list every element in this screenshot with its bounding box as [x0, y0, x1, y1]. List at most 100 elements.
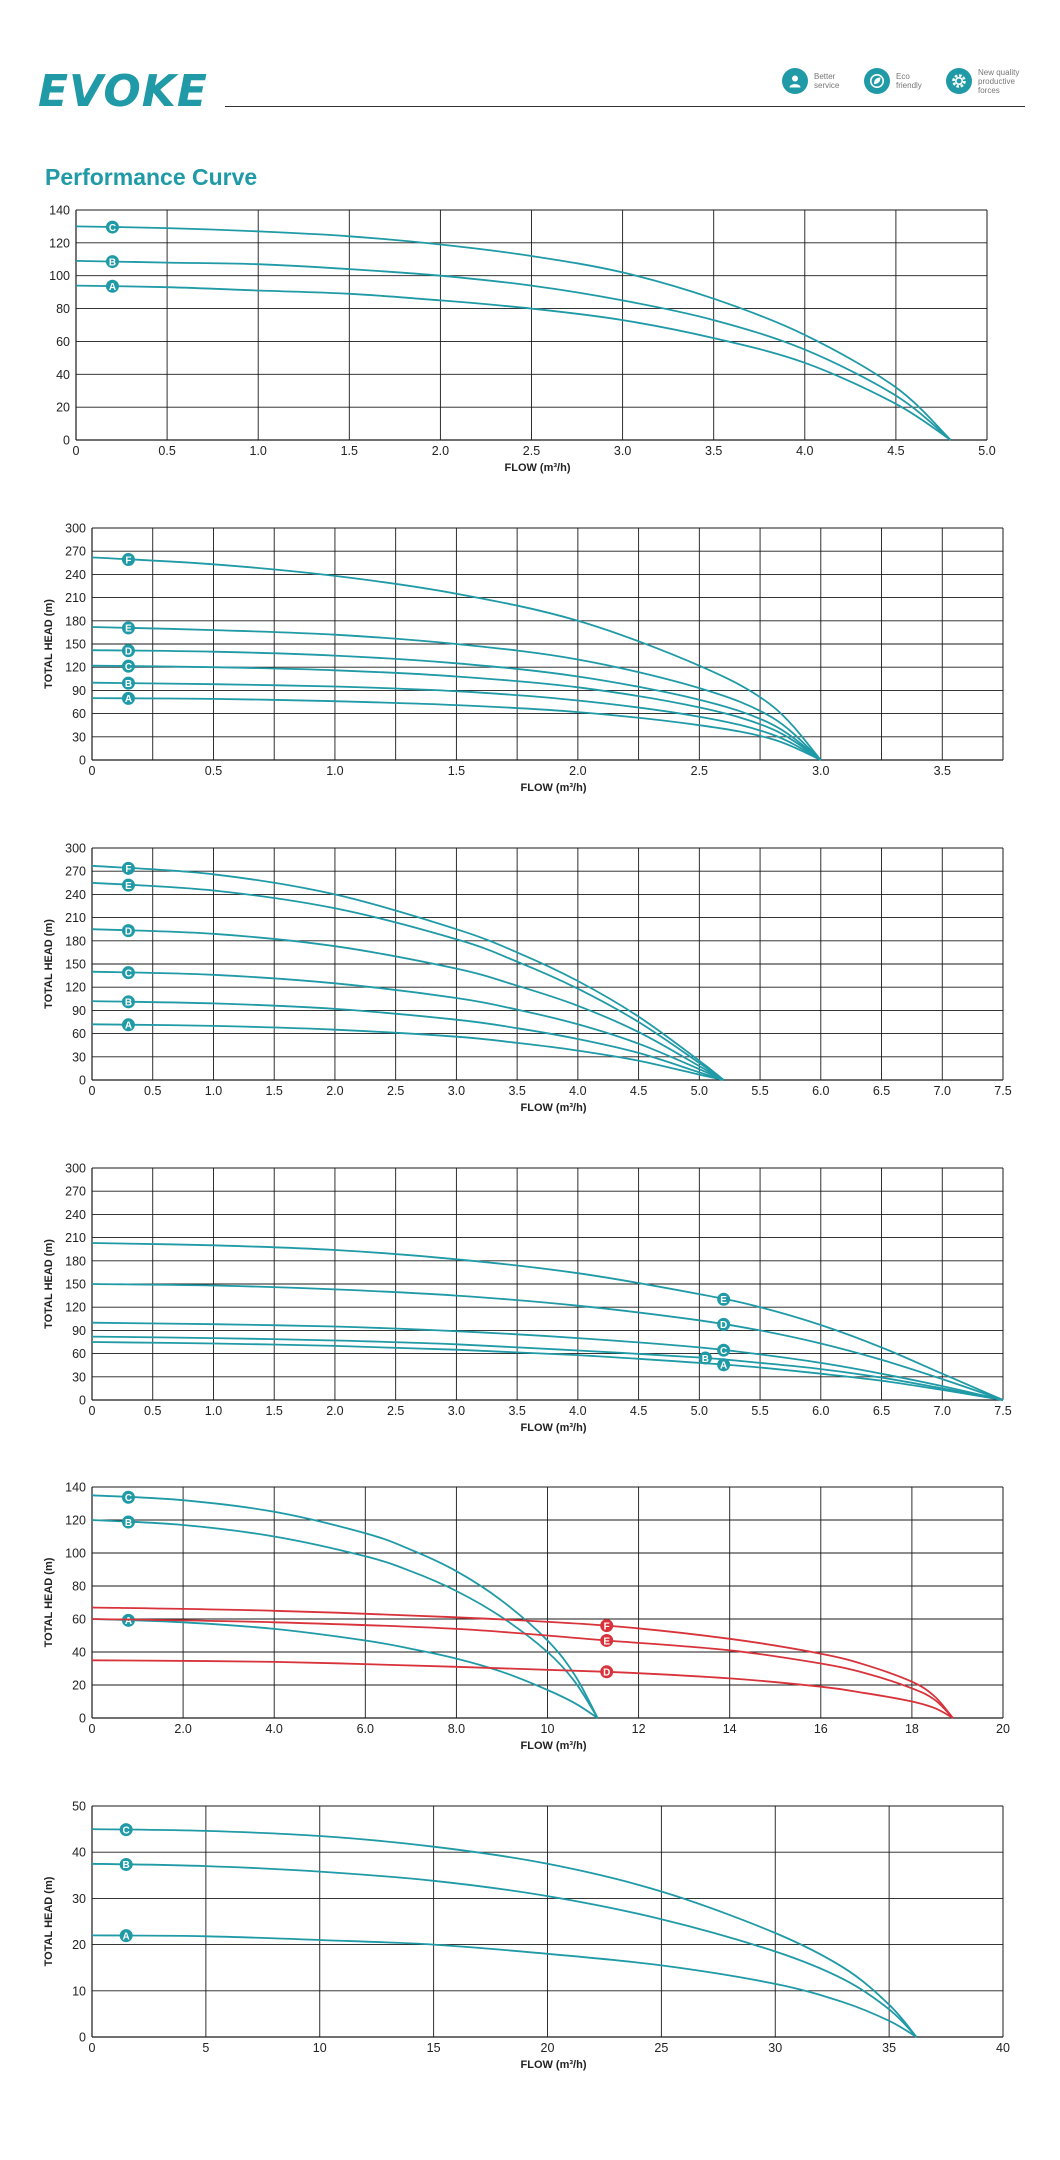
- x-tick-label: 0.5: [158, 444, 175, 458]
- y-tick-label: 60: [72, 1027, 86, 1041]
- series-marker-D: D: [717, 1317, 731, 1331]
- x-tick-label: 6.5: [873, 1404, 890, 1418]
- y-tick-label: 300: [65, 842, 86, 856]
- y-tick-label: 180: [65, 1254, 86, 1268]
- series-marker-D: D: [121, 924, 135, 938]
- x-tick-label: 6.0: [812, 1404, 829, 1418]
- series-line-E: [91, 1242, 1004, 1401]
- x-tick-label: 1.5: [266, 1404, 283, 1418]
- series-label: C: [125, 1493, 132, 1504]
- y-tick-label: 40: [56, 368, 70, 382]
- series-label: C: [125, 662, 132, 673]
- series-line-B: [91, 1335, 1004, 1401]
- x-tick-label: 6.0: [357, 1722, 374, 1736]
- x-tick-label: 5.5: [751, 1404, 768, 1418]
- chart-6: 0 5 10 15 20 25 30 35 40 0 10 20 30 40 50 FLOW (m³/h) TO…: [43, 1800, 1010, 2072]
- x-tick-label: 5.0: [978, 444, 995, 458]
- x-tick-label: 2.0: [326, 1404, 343, 1418]
- y-tick-label: 90: [72, 1324, 86, 1338]
- y-tick-label: 270: [65, 1185, 86, 1199]
- series-line-B: [91, 681, 822, 761]
- y-tick-label: 0: [79, 1712, 86, 1726]
- x-tick-label: 3.0: [614, 444, 631, 458]
- x-tick-label: 30: [768, 2041, 782, 2055]
- series-marker-dot: [121, 1515, 135, 1529]
- y-tick-label: 120: [65, 661, 86, 675]
- series-marker-dot: [121, 861, 135, 875]
- series-label: C: [109, 223, 116, 234]
- series-marker-C: C: [105, 220, 119, 234]
- y-tick-label: 40: [72, 1646, 86, 1660]
- series-label: C: [125, 968, 132, 979]
- series-line-B: [91, 1519, 599, 1719]
- x-tick-label: 3.0: [812, 764, 829, 778]
- x-tick-label: 1.5: [448, 764, 465, 778]
- feature-new-quality: New quality productive forces: [946, 64, 1028, 98]
- series-marker-dot: [105, 220, 119, 234]
- series-line-C: [91, 1321, 1004, 1401]
- chart-grid: [91, 847, 1004, 1081]
- series-label: A: [125, 694, 132, 705]
- series-line-F: [91, 864, 725, 1081]
- x-tick-label: 16: [814, 1722, 828, 1736]
- series-marker-dot: [600, 1665, 614, 1679]
- series-marker-dot: [119, 1857, 133, 1871]
- chart-1: 0 0.5 1.0 1.5 2.0 2.5 3.0 3.5 4.0 4.5 5.0 0 20 40 60 80…: [49, 204, 996, 475]
- x-axis-title: FLOW (m³/h): [521, 1422, 587, 1434]
- series-marker-dot: [121, 1490, 135, 1504]
- y-tick-label: 80: [56, 302, 70, 316]
- y-tick-label: 120: [65, 1301, 86, 1315]
- y-tick-label: 0: [63, 434, 70, 448]
- series-marker-dot: [121, 924, 135, 938]
- x-tick-label: 3.0: [448, 1404, 465, 1418]
- series-label: C: [720, 1346, 727, 1357]
- series-label: E: [720, 1295, 727, 1306]
- x-tick-label: 5.0: [691, 1084, 708, 1098]
- series-line-D: [91, 1659, 954, 1719]
- series-line-B: [75, 260, 952, 441]
- x-tick-label: 4.5: [630, 1084, 647, 1098]
- x-tick-label: 6.5: [873, 1084, 890, 1098]
- y-tick-label: 60: [72, 1347, 86, 1361]
- series-line-A: [91, 1023, 724, 1081]
- x-tick-label: 0.5: [205, 764, 222, 778]
- x-tick-label: 2.5: [387, 1084, 404, 1098]
- x-tick-label: 25: [654, 2041, 668, 2055]
- brand-logo: EVOKE: [38, 66, 208, 117]
- x-tick-label: 0: [89, 1404, 96, 1418]
- series-marker-dot: [717, 1343, 731, 1357]
- series-marker-dot: [105, 255, 119, 269]
- series-marker-dot: [119, 1929, 133, 1943]
- y-tick-label: 90: [72, 1004, 86, 1018]
- y-tick-label: 150: [65, 638, 86, 652]
- x-tick-label: 5.5: [751, 1084, 768, 1098]
- y-tick-label: 30: [72, 1370, 86, 1384]
- x-axis-title: FLOW (m³/h): [521, 782, 587, 794]
- series-line-F: [91, 556, 822, 761]
- series-label: B: [125, 679, 132, 690]
- x-tick-label: 1.0: [326, 764, 343, 778]
- y-tick-label: 100: [65, 1547, 86, 1561]
- series-label: A: [125, 1021, 132, 1032]
- y-tick-label: 30: [72, 1892, 86, 1906]
- x-tick-label: 7.5: [994, 1084, 1011, 1098]
- x-tick-label: 4.0: [569, 1404, 586, 1418]
- x-tick-label: 5.0: [691, 1404, 708, 1418]
- y-axis-title: TOTAL HEAD (m): [43, 919, 55, 1009]
- series-marker-C: C: [121, 659, 135, 673]
- y-tick-label: 100: [49, 269, 70, 283]
- x-tick-label: 4.0: [796, 444, 813, 458]
- x-tick-label: 12: [632, 1722, 646, 1736]
- x-tick-label: 35: [882, 2041, 896, 2055]
- series-marker-C: C: [119, 1823, 133, 1836]
- y-tick-label: 30: [72, 1050, 86, 1064]
- series-marker-dot: [717, 1317, 731, 1331]
- x-tick-label: 1.0: [205, 1404, 222, 1418]
- series-marker-dot: [121, 659, 135, 673]
- feature-label: Eco friendly: [896, 72, 922, 90]
- y-tick-label: 180: [65, 614, 86, 628]
- series-line-A: [91, 1341, 1004, 1401]
- series-marker-C: C: [717, 1343, 731, 1357]
- series-label: B: [109, 257, 116, 268]
- feature-label: New quality productive forces: [978, 67, 1020, 95]
